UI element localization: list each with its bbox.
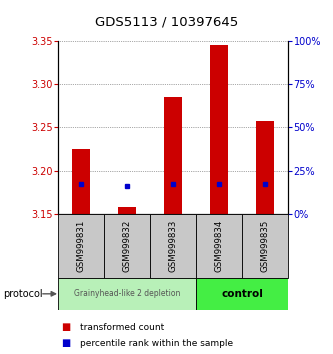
Text: ■: ■ bbox=[62, 322, 71, 332]
Text: GSM999835: GSM999835 bbox=[260, 220, 270, 272]
Bar bbox=[58, 214, 104, 278]
Bar bbox=[196, 278, 288, 310]
Bar bbox=[58, 278, 196, 310]
Bar bbox=[164, 97, 182, 214]
Text: GSM999831: GSM999831 bbox=[77, 220, 86, 272]
Bar bbox=[210, 45, 228, 214]
Text: Grainyhead-like 2 depletion: Grainyhead-like 2 depletion bbox=[74, 289, 180, 298]
Text: protocol: protocol bbox=[3, 289, 43, 299]
Text: GDS5113 / 10397645: GDS5113 / 10397645 bbox=[95, 16, 238, 29]
Bar bbox=[104, 214, 150, 278]
Text: GSM999834: GSM999834 bbox=[214, 220, 224, 272]
Bar bbox=[72, 149, 91, 214]
Bar bbox=[118, 207, 137, 214]
Text: GSM999832: GSM999832 bbox=[123, 220, 132, 272]
Bar bbox=[256, 120, 274, 214]
Bar bbox=[150, 214, 196, 278]
Text: percentile rank within the sample: percentile rank within the sample bbox=[80, 339, 233, 348]
Bar bbox=[196, 214, 242, 278]
Text: GSM999833: GSM999833 bbox=[168, 220, 178, 272]
Text: control: control bbox=[221, 289, 263, 299]
Text: ■: ■ bbox=[62, 338, 71, 348]
Text: transformed count: transformed count bbox=[80, 323, 164, 332]
Bar bbox=[242, 214, 288, 278]
